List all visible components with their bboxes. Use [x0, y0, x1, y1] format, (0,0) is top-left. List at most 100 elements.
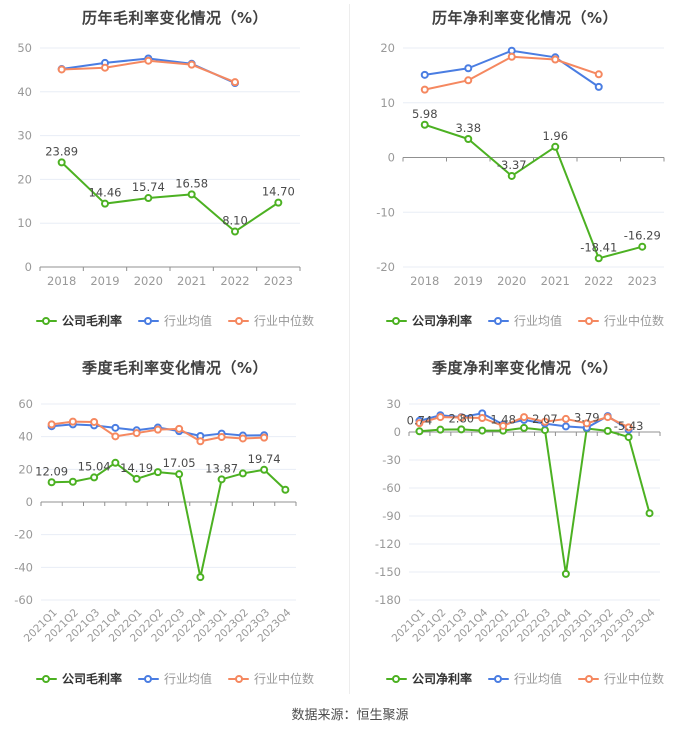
- y-tick-label: -120: [375, 537, 401, 551]
- data-label: 14.46: [89, 186, 122, 200]
- legend-marker: [228, 316, 249, 325]
- data-label: 5.98: [412, 107, 438, 121]
- y-tick-label: -20: [376, 260, 395, 274]
- company-series-point: [68, 477, 77, 486]
- legend-label: 公司毛利率: [61, 672, 122, 686]
- quarterly-gross-margin-chart: -60 -40 -20 0 20 40 60 2021Q1 2021Q2 2021Q3 2021Q4…: [0, 350, 350, 700]
- industry-median-series-point: [144, 56, 153, 65]
- legend-item-company[interactable]: 公司净利率: [385, 312, 472, 329]
- industry-median-series-point: [101, 63, 109, 72]
- x-tick-label: 2023: [264, 274, 293, 288]
- industry-median-series-point: [420, 85, 429, 94]
- company-series-point: [57, 158, 66, 167]
- legend-item-company[interactable]: 公司毛利率: [35, 670, 122, 687]
- industry-median-series-point: [238, 434, 247, 443]
- industry-median-series-point: [260, 433, 269, 442]
- industry-median-series-point: [175, 424, 184, 433]
- company-series-point: [540, 426, 549, 435]
- y-tick-label: 0: [388, 151, 395, 165]
- legend-item-industry-mean[interactable]: 行业均值: [487, 670, 562, 687]
- legend-label: 行业中位数: [254, 314, 315, 328]
- company-series-point: [111, 458, 120, 467]
- data-label: 2.80: [448, 411, 474, 425]
- legend-marker: [385, 316, 407, 325]
- legend-label: 行业均值: [163, 672, 212, 686]
- y-tick-label: 0: [25, 260, 32, 274]
- legend-marker-dot: [144, 316, 153, 325]
- legend-item-industry-median[interactable]: 行业中位数: [578, 312, 664, 329]
- industry-mean-series-point: [420, 70, 429, 79]
- y-tick-label: 40: [18, 430, 33, 444]
- company-series-point: [436, 425, 445, 434]
- industry-median-series-point: [520, 413, 529, 422]
- company-series-point: [624, 433, 633, 442]
- industry-median-series-point: [153, 425, 162, 434]
- industry-median-series-point: [499, 421, 508, 430]
- annual-gross-margin-plot: 0 10 20 30 40 50 2018 2019 2020 2021 2022 2023 23.89…: [17, 41, 301, 288]
- y-tick-label: -90: [382, 509, 401, 523]
- industry-median-series-point: [47, 420, 56, 429]
- company-series-point: [90, 473, 99, 482]
- y-tick-label: 10: [17, 216, 32, 230]
- data-label: 19.74: [248, 452, 281, 466]
- legend-marker-dot: [392, 316, 401, 325]
- legend-marker-dot: [234, 674, 243, 683]
- industry-median-series-point: [457, 413, 466, 422]
- industry-median-series-point: [603, 413, 612, 422]
- legend-marker: [137, 316, 159, 325]
- legend-item-industry-mean[interactable]: 行业均值: [137, 670, 212, 687]
- legend-marker-dot: [392, 674, 401, 683]
- company-series-point: [478, 426, 487, 435]
- data-label: 15.74: [132, 180, 165, 194]
- company-series-point: [175, 470, 184, 479]
- legend-label: 公司毛利率: [61, 314, 122, 328]
- data-label: 2.07: [532, 412, 558, 426]
- x-tick-label: 2021: [177, 274, 206, 288]
- data-label: -16.29: [624, 229, 661, 243]
- y-tick-label: 40: [17, 85, 32, 99]
- company-series-point: [415, 427, 424, 436]
- data-label: -18.41: [580, 240, 617, 254]
- company-series-point: [132, 474, 141, 483]
- industry-median-series-point: [436, 413, 445, 422]
- company-series-point: [561, 569, 570, 578]
- industry-median-series-point: [415, 419, 424, 428]
- legend-marker-dot: [584, 674, 593, 683]
- data-label: 17.05: [163, 456, 196, 470]
- company-series-point: [153, 468, 162, 477]
- legend-item-industry-median[interactable]: 行业中位数: [578, 670, 664, 687]
- legend-marker: [578, 674, 599, 683]
- y-tick-label: 30: [17, 129, 32, 143]
- data-label: 1.48: [490, 413, 516, 427]
- legend-marker: [35, 674, 57, 683]
- data-label: -5.43: [614, 419, 644, 433]
- legend-marker: [228, 674, 249, 683]
- company-series-point: [520, 423, 529, 432]
- legend-label: 公司净利率: [411, 314, 472, 328]
- y-tick-label: -150: [375, 565, 401, 579]
- x-tick-label: 2022: [220, 274, 249, 288]
- industry-median-series-point: [196, 437, 205, 446]
- legend-item-industry-mean[interactable]: 行业均值: [487, 312, 562, 329]
- company-series-point: [217, 475, 226, 484]
- company-series-point: [274, 198, 283, 207]
- y-tick-label: 30: [386, 397, 401, 411]
- y-tick-label: 10: [380, 96, 395, 110]
- company-series-line: [423, 123, 644, 260]
- x-tick-label: 2019: [90, 274, 119, 288]
- legend-item-industry-median[interactable]: 行业中位数: [228, 312, 314, 329]
- legend-item-company[interactable]: 公司净利率: [385, 670, 472, 687]
- legend-item-industry-median[interactable]: 行业中位数: [228, 670, 314, 687]
- company-series-point: [603, 426, 612, 435]
- legend-item-industry-mean[interactable]: 行业均值: [137, 312, 212, 329]
- legend-marker-dot: [42, 316, 51, 325]
- legend-marker: [487, 316, 509, 325]
- company-series-point: [144, 194, 153, 203]
- legend-item-company[interactable]: 公司毛利率: [35, 312, 122, 329]
- x-tick-label: 2022: [584, 274, 613, 288]
- legend-marker: [137, 674, 159, 683]
- company-series-point: [457, 425, 466, 434]
- data-label: 1.96: [542, 129, 568, 143]
- industry-median-series-point: [582, 419, 591, 428]
